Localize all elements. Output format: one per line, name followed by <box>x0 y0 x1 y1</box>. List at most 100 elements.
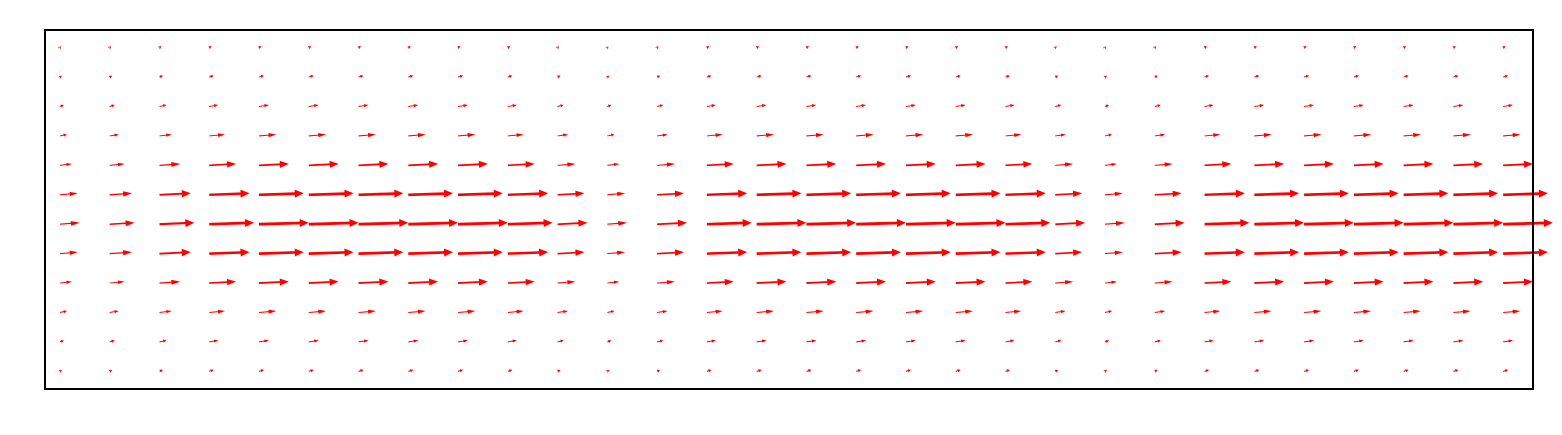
arrow <box>408 160 439 168</box>
arrow <box>1104 162 1117 167</box>
arrow <box>1353 248 1399 257</box>
arrow <box>1453 104 1464 108</box>
arrow <box>1055 133 1066 137</box>
arrow <box>1154 280 1173 285</box>
arrow <box>1502 46 1506 50</box>
arrow <box>1054 369 1059 373</box>
arrow <box>1154 75 1158 79</box>
arrow <box>1403 369 1409 373</box>
arrow <box>706 309 723 314</box>
arrow <box>1303 74 1310 78</box>
arrow <box>408 248 454 257</box>
arrow <box>159 104 167 108</box>
arrow <box>59 280 72 284</box>
arrow <box>308 339 319 343</box>
arrow <box>1453 339 1464 343</box>
arrow <box>1055 190 1083 198</box>
arrow <box>58 75 62 79</box>
arrow <box>1503 339 1514 343</box>
arrow <box>657 104 664 108</box>
arrow <box>159 219 195 228</box>
arrow <box>657 190 684 198</box>
arrow <box>358 309 376 314</box>
arrow <box>209 339 219 343</box>
arrow <box>1154 104 1161 108</box>
arrow <box>308 309 327 314</box>
arrow <box>905 133 924 138</box>
arrow <box>756 104 767 108</box>
arrow <box>358 74 364 78</box>
arrow <box>657 339 664 343</box>
arrow <box>1204 161 1232 168</box>
arrow <box>955 369 961 373</box>
arrow <box>856 309 874 314</box>
arrow <box>408 309 426 314</box>
arrow <box>1353 133 1372 138</box>
arrow <box>258 248 304 257</box>
arrow <box>457 46 461 50</box>
plot-frame <box>44 29 1534 390</box>
arrow <box>458 278 488 286</box>
arrow <box>1254 218 1305 227</box>
arrow <box>59 162 72 167</box>
arrow <box>1005 75 1010 79</box>
arrow <box>1254 278 1285 286</box>
arrow <box>1353 309 1372 314</box>
arrow <box>1104 310 1112 314</box>
arrow <box>1005 104 1015 108</box>
arrow <box>806 160 837 168</box>
arrow <box>258 189 304 198</box>
arrow <box>1503 309 1521 314</box>
arrow <box>605 46 609 50</box>
arrow <box>905 218 956 227</box>
arrow <box>109 310 119 314</box>
arrow <box>1055 104 1062 108</box>
arrow <box>308 74 314 78</box>
arrow <box>1304 104 1315 108</box>
arrow <box>258 104 269 108</box>
arrow <box>159 248 191 257</box>
arrow <box>507 161 535 168</box>
arrow <box>1453 133 1471 138</box>
arrow <box>58 369 62 373</box>
arrow <box>109 191 133 197</box>
arrow <box>905 46 909 50</box>
arrow <box>1254 160 1285 168</box>
arrow <box>557 104 564 108</box>
arrow <box>1503 160 1533 168</box>
arrow <box>955 104 966 108</box>
arrow <box>905 104 916 108</box>
arrow <box>756 248 802 257</box>
arrow <box>1403 160 1434 168</box>
arrow <box>1204 219 1250 228</box>
arrow <box>59 104 64 108</box>
arrow <box>458 218 508 227</box>
arrow <box>756 369 762 373</box>
arrow <box>1503 278 1533 286</box>
arrow <box>358 278 389 286</box>
arrow <box>1304 218 1354 227</box>
arrow <box>856 218 906 227</box>
arrow <box>1253 46 1257 50</box>
arrow <box>1254 248 1300 257</box>
arrow <box>905 189 951 198</box>
arrow <box>1254 104 1265 108</box>
arrow <box>209 133 226 138</box>
arrow <box>1352 46 1357 50</box>
arrow <box>358 369 364 373</box>
arrow <box>607 104 612 108</box>
arrow <box>557 133 569 137</box>
arrow <box>955 133 974 138</box>
arrow <box>856 369 862 373</box>
arrow <box>1055 249 1083 256</box>
arrow <box>607 133 615 137</box>
arrow <box>108 369 113 373</box>
arrow <box>1402 46 1407 50</box>
arrow <box>607 250 626 255</box>
arrow <box>358 339 369 343</box>
arrow <box>705 46 710 50</box>
arrow <box>1005 339 1015 343</box>
arrow <box>1403 189 1449 198</box>
arrow <box>258 46 262 50</box>
arrow <box>507 189 549 198</box>
